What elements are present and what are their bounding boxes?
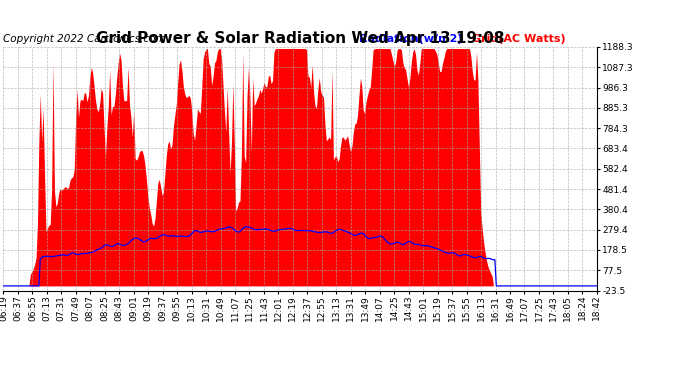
Text: Copyright 2022 Cartronics.com: Copyright 2022 Cartronics.com — [3, 34, 166, 45]
Text: Grid(AC Watts): Grid(AC Watts) — [472, 34, 566, 45]
Text: Radiation(w/m2): Radiation(w/m2) — [359, 34, 463, 45]
Title: Grid Power & Solar Radiation Wed Apr 13 19:08: Grid Power & Solar Radiation Wed Apr 13 … — [96, 31, 504, 46]
